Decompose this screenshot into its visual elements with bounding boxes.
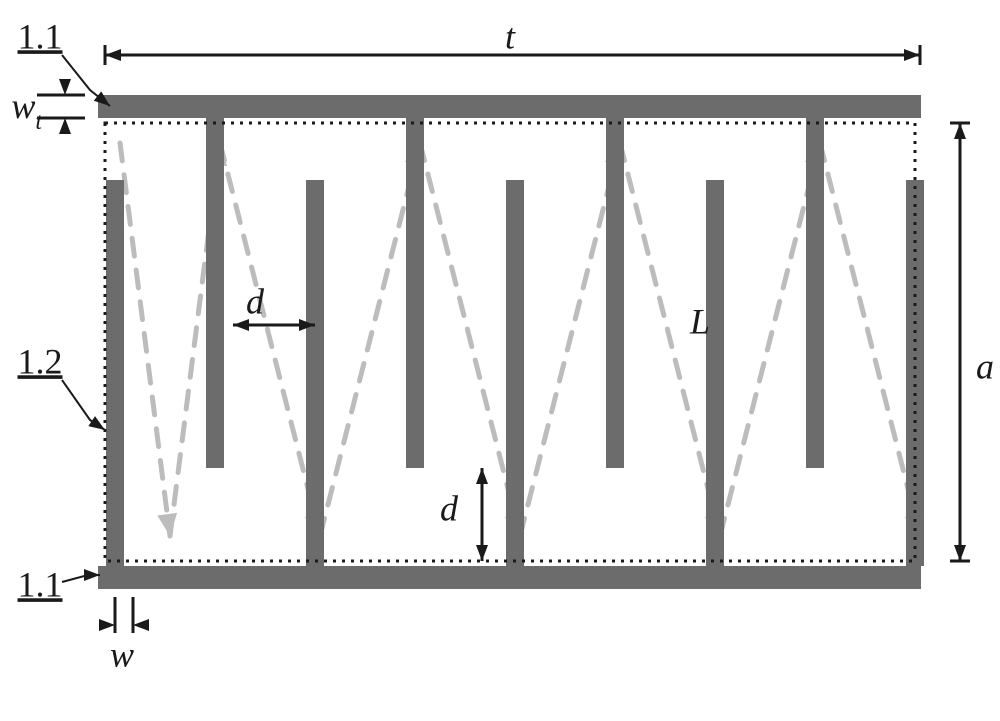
bottom-finger [906,180,924,566]
dim-d-h-label: d [246,281,265,321]
top-finger [606,118,624,468]
top-bus-bar [98,95,921,118]
dim-t-label: t [505,16,516,56]
callout-1-1-top-label: 1.1 [18,16,63,56]
bottom-finger [306,180,324,566]
callout-1-1-bottom-label: 1.1 [18,564,63,604]
bottom-finger [706,180,724,566]
top-finger [806,118,824,468]
bottom-finger [506,180,524,566]
top-finger [406,118,424,468]
callout-1-2-label: 1.2 [18,341,63,381]
bottom-finger [106,180,124,566]
label-L: L [689,301,710,341]
bottom-bus-bar [98,566,921,589]
dim-w-label: w [110,634,134,674]
dim-d-v-label: d [440,488,459,528]
top-finger [206,118,224,468]
dim-a-label: a [976,346,994,386]
